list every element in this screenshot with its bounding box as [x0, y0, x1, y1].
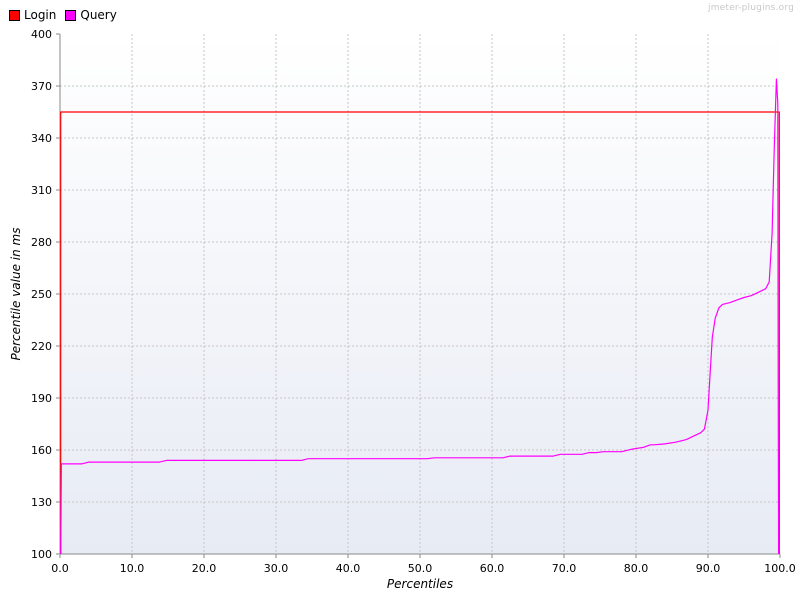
y-tick-label: 370 — [31, 80, 52, 93]
series-line-query — [60, 78, 780, 555]
legend: Login Query — [9, 8, 126, 22]
legend-label-login: Login — [24, 8, 57, 22]
y-tick-label: 190 — [31, 392, 52, 405]
x-tick-label: 30.0 — [264, 562, 289, 575]
series-layer — [60, 78, 780, 555]
y-tick-label: 250 — [31, 288, 52, 301]
x-tick-label: 20.0 — [192, 562, 217, 575]
y-tick-label: 340 — [31, 132, 52, 145]
x-tick-label: 0.0 — [51, 562, 69, 575]
x-tick-label: 60.0 — [480, 562, 505, 575]
legend-item-query[interactable]: Query — [65, 8, 117, 22]
legend-label-query: Query — [80, 8, 117, 22]
legend-swatch-query — [65, 9, 77, 21]
x-axis-title: Percentiles — [387, 577, 453, 591]
watermark: jmeter-plugins.org — [708, 3, 794, 13]
tick-labels: 0.0 10.0 20.0 30.0 40.0 50.0 60.0 70.0 80.0 90.0 1… — [31, 28, 796, 575]
y-tick-label: 100 — [31, 548, 52, 561]
x-tick-label: 100.0 — [764, 562, 796, 575]
x-tick-label: 70.0 — [552, 562, 577, 575]
y-tick-label: 220 — [31, 340, 52, 353]
grid — [60, 34, 780, 554]
y-axis-title: Percentile value in ms — [9, 228, 23, 361]
y-tick-label: 400 — [31, 28, 52, 41]
x-tick-label: 50.0 — [408, 562, 433, 575]
legend-item-login[interactable]: Login — [9, 8, 56, 22]
legend-swatch-login — [9, 9, 20, 21]
y-tick-label: 280 — [31, 236, 52, 249]
y-tick-label: 160 — [31, 444, 52, 457]
x-tick-label: 10.0 — [120, 562, 145, 575]
series-line-login — [60, 111, 780, 554]
x-tick-label: 80.0 — [624, 562, 649, 575]
axes — [56, 33, 781, 558]
y-tick-label: 130 — [31, 496, 52, 509]
x-tick-label: 90.0 — [696, 562, 721, 575]
y-tick-label: 310 — [31, 184, 52, 197]
x-tick-label: 40.0 — [336, 562, 361, 575]
